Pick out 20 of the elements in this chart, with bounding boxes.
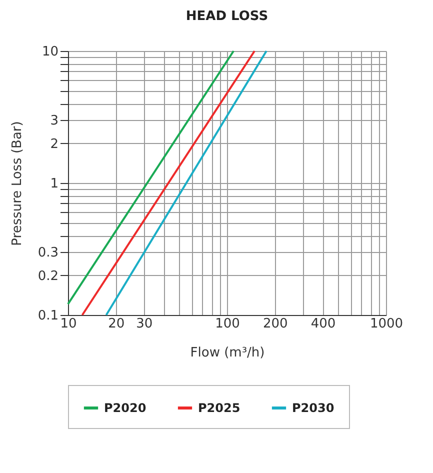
x-tick-label: 1000 xyxy=(370,316,404,332)
x-tick-label: 30 xyxy=(136,316,153,332)
chart-title: HEAD LOSS xyxy=(186,9,268,24)
x-tick-label: 20 xyxy=(108,316,125,332)
y-tick-label: 3 xyxy=(50,114,58,129)
legend-label: P2020 xyxy=(104,401,146,415)
x-tick-label: 200 xyxy=(262,316,288,332)
x-tick-label: 100 xyxy=(215,316,240,332)
x-axis-title: Flow (m³/h) xyxy=(190,346,265,360)
legend-label: P2030 xyxy=(292,401,334,415)
y-tick-label: 0.1 xyxy=(38,308,58,324)
y-tick-label: 1 xyxy=(50,176,58,192)
y-tick-label: 10 xyxy=(42,44,58,60)
y-axis-title: Pressure Loss (Bar) xyxy=(10,121,25,246)
x-tick-label: 400 xyxy=(310,316,336,332)
y-tick-label: 2 xyxy=(50,136,58,152)
legend-label: P2025 xyxy=(198,401,240,415)
y-tick-label: 0.2 xyxy=(38,268,58,284)
x-tick-label: 10 xyxy=(60,316,77,332)
y-tick-label: 0.3 xyxy=(38,246,58,261)
